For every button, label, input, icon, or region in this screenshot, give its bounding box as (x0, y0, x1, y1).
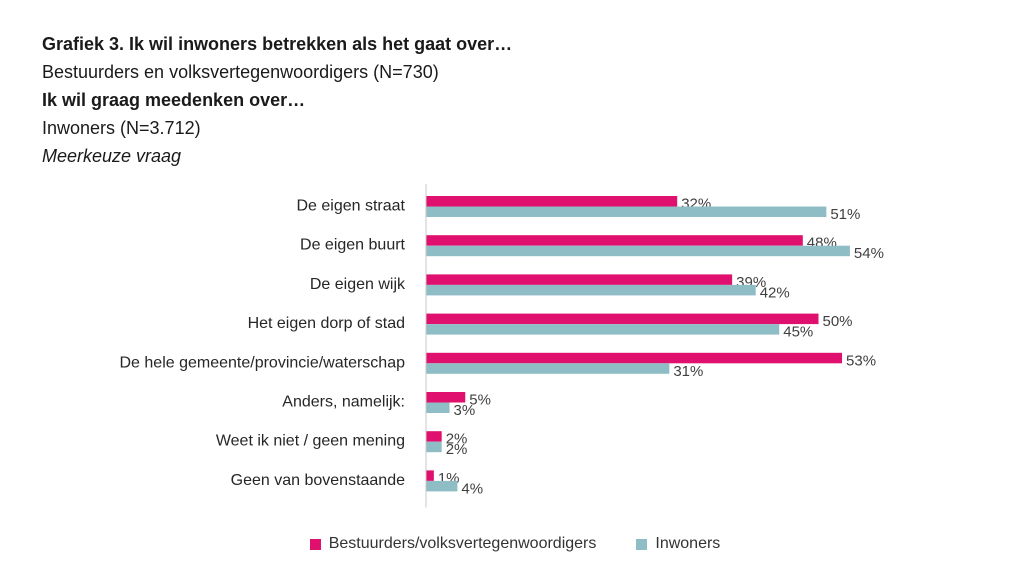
data-label-inwoners: 31% (673, 363, 703, 380)
legend-swatch-inwoners (636, 538, 648, 550)
data-label-inwoners: 42% (760, 284, 790, 301)
data-label-inwoners: 51% (830, 206, 860, 223)
bar-bestuurders (426, 392, 466, 403)
data-label-inwoners: 45% (783, 324, 813, 341)
data-label-bestuurders: 50% (823, 313, 853, 330)
legend-swatch-bestuurders (309, 538, 321, 550)
bar-inwoners (426, 363, 670, 374)
data-label-bestuurders: 2% (446, 431, 468, 448)
bar-bestuurders (426, 196, 678, 207)
legend-item-inwoners: Inwoners (636, 535, 720, 553)
category-label: Het eigen dorp of stad (248, 315, 405, 332)
data-label-bestuurders: 53% (846, 352, 876, 369)
chart-title: Grafiek 3. Ik wil inwoners betrekken als… (42, 34, 513, 54)
category-label: De eigen wijk (310, 276, 406, 293)
chart-header: Grafiek 3. Ik wil inwoners betrekken als… (42, 30, 512, 170)
category-label: De hele gemeente/provincie/waterschap (120, 354, 406, 371)
chart-subtitle-bestuurders: Bestuurders en volksvertegenwoordigers (… (42, 62, 439, 82)
category-label: De eigen buurt (300, 237, 406, 254)
chart-question-type: Meerkeuze vraag (42, 146, 182, 166)
legend-label-bestuurders: Bestuurders/volksvertegenwoordigers (328, 535, 597, 552)
bar-inwoners (426, 402, 450, 413)
bar-inwoners (426, 324, 780, 335)
data-label-inwoners: 4% (461, 480, 483, 497)
chart-subtitle-inwoners: Inwoners (N=3.712) (42, 118, 201, 138)
bar-bestuurders (426, 313, 819, 325)
chart-title-inwoners: Ik wil graag meedenken over… (42, 90, 306, 110)
bar-inwoners (426, 284, 756, 296)
data-label-inwoners: 2% (446, 441, 468, 458)
data-label-bestuurders: 5% (469, 392, 491, 409)
bar-bestuurders (426, 431, 442, 442)
bar-bestuurders (426, 235, 803, 246)
bar-bestuurders (426, 470, 434, 481)
bar-inwoners (426, 480, 458, 492)
bar-inwoners (426, 245, 850, 257)
bar-inwoners (426, 206, 827, 217)
category-label: De eigen straat (296, 198, 405, 215)
data-label-inwoners: 54% (854, 245, 884, 262)
bar-inwoners (426, 441, 442, 453)
legend-item-bestuurders: Bestuurders/volksvertegenwoordigers (309, 535, 597, 553)
legend-label-inwoners: Inwoners (655, 535, 721, 552)
bar-bestuurders (426, 274, 733, 285)
chart-legend: Bestuurders/volksvertegenwoordigers Inwo… (0, 535, 1030, 553)
category-label: Weet ik niet / geen mening (216, 433, 405, 450)
data-label-inwoners: 3% (454, 402, 476, 419)
category-label: Geen van bovenstaande (231, 472, 405, 489)
category-label: Anders, namelijk: (282, 394, 405, 411)
bar-bestuurders (426, 352, 843, 364)
